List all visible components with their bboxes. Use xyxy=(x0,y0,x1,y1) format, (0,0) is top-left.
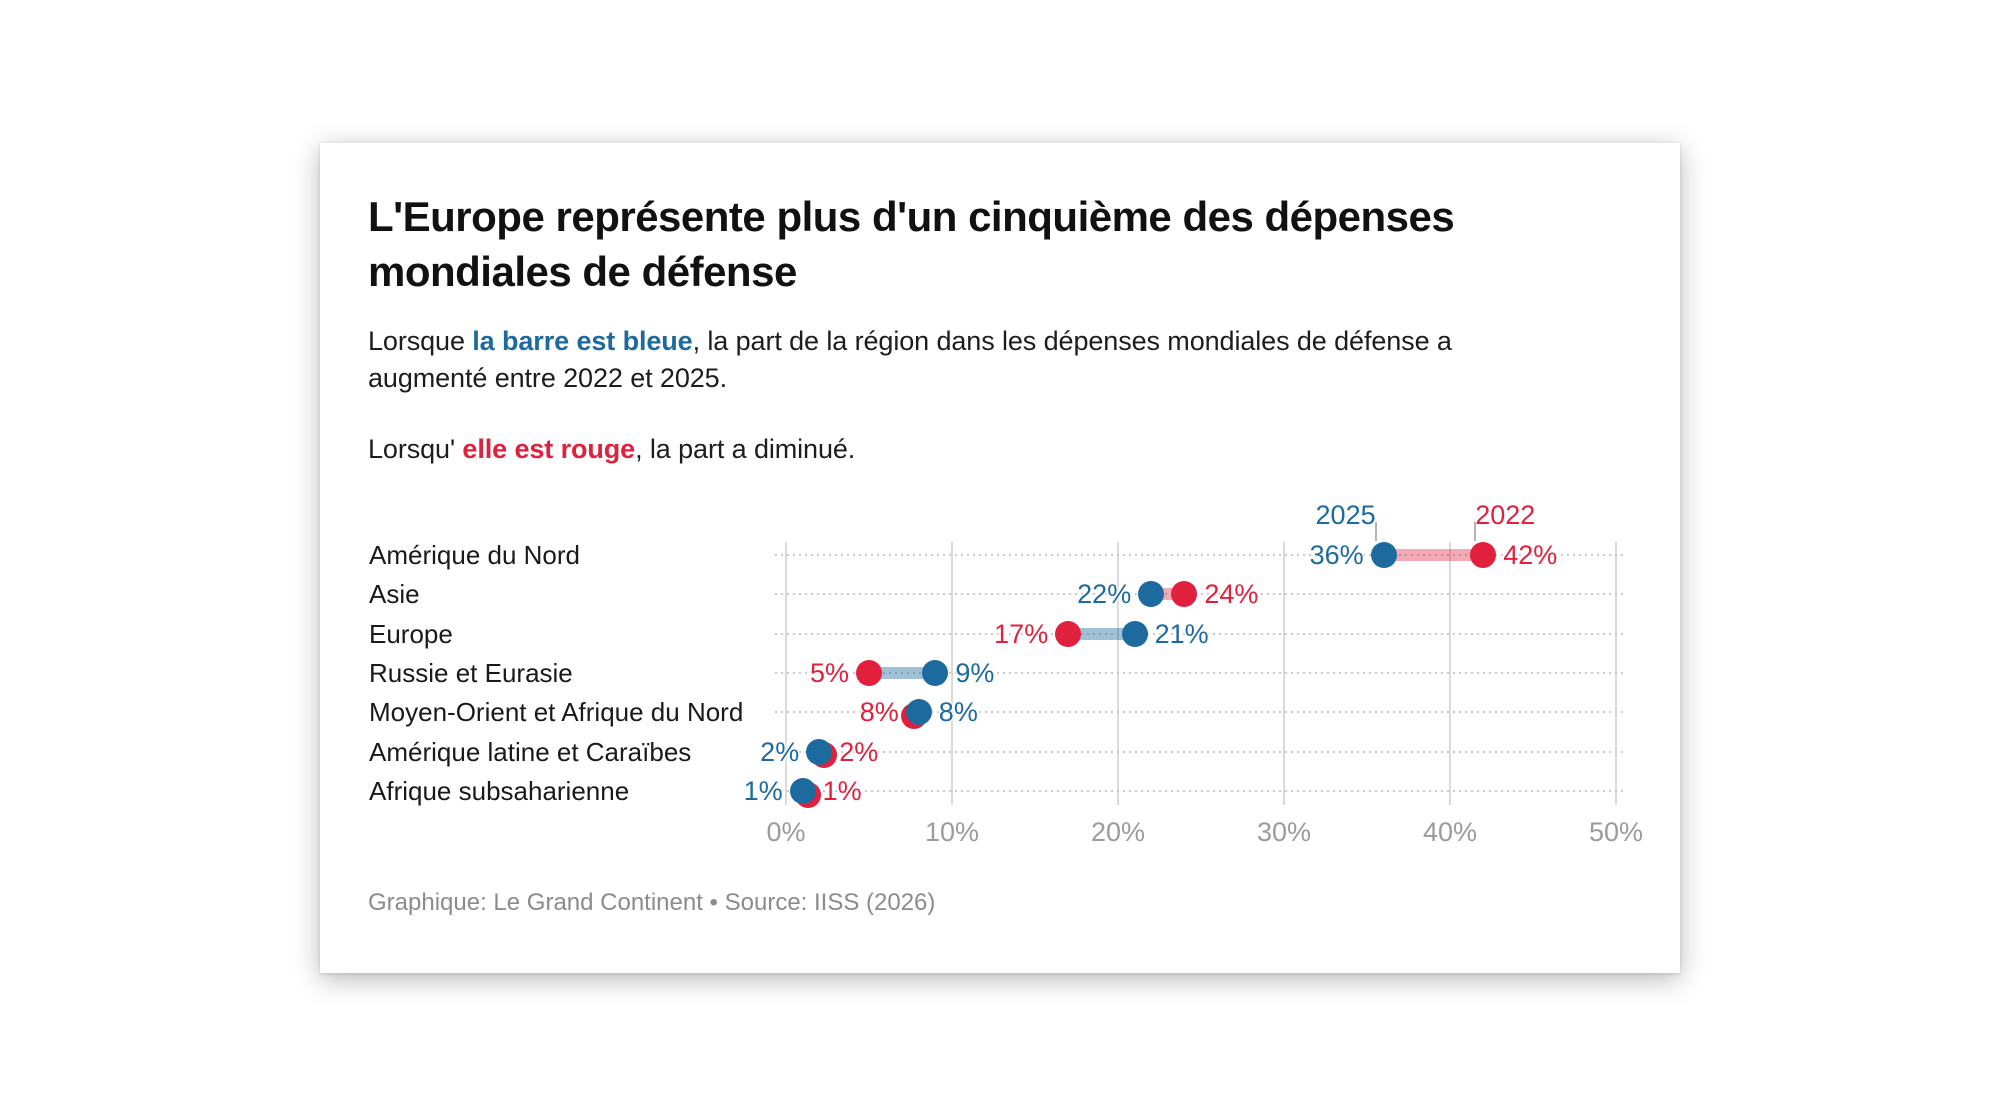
category-label: Asie xyxy=(369,579,420,610)
legend-tick-2025 xyxy=(1374,522,1377,541)
value-label-2025: 9% xyxy=(955,657,995,688)
legend-tick-2022 xyxy=(1474,522,1477,541)
value-label-2025: 22% xyxy=(1077,579,1132,610)
dot-2022 xyxy=(1470,542,1497,568)
dot-2025 xyxy=(1121,620,1148,647)
value-label-2022: 24% xyxy=(1204,579,1259,610)
row-dotted-line xyxy=(775,593,1625,596)
dot-2025 xyxy=(922,659,949,686)
legend-label-2025: 2025 xyxy=(1315,500,1376,530)
source-credit: Graphique: Le Grand Continent • Source: … xyxy=(368,889,936,916)
description-text: , la part a diminué. xyxy=(635,434,856,464)
category-label: Europe xyxy=(369,618,453,649)
category-label: Afrique subsaharienne xyxy=(369,775,630,806)
row-dotted-line xyxy=(775,554,1625,556)
dot-2025 xyxy=(1138,581,1165,608)
dot-2022 xyxy=(1055,620,1082,647)
chart-description-decrease: Lorsqu' elle est rouge, la part a diminu… xyxy=(368,431,855,468)
chart-title-line2: mondiales de défense xyxy=(368,248,797,295)
x-axis-tick-label: 10% xyxy=(924,817,980,847)
x-axis-tick-label: 20% xyxy=(1090,817,1146,847)
category-label: Russie et Eurasie xyxy=(369,657,573,688)
dot-2025 xyxy=(806,738,833,765)
row-dotted-line xyxy=(775,632,1625,635)
value-label-2022: 17% xyxy=(994,618,1049,649)
value-label-2022: 5% xyxy=(809,657,849,688)
x-axis-tick-label: 50% xyxy=(1588,817,1644,847)
dot-2025 xyxy=(905,699,932,726)
red-bar-highlight: elle est rouge xyxy=(462,434,636,464)
category-label: Moyen-Orient et Afrique du Nord xyxy=(369,697,744,728)
legend-label-2022: 2022 xyxy=(1475,500,1536,530)
value-label-2022: 2% xyxy=(839,736,879,767)
row-dotted-line xyxy=(775,671,1625,674)
value-label-2025: 21% xyxy=(1154,618,1209,649)
description-text: Lorsque xyxy=(368,326,473,356)
change-bar xyxy=(869,666,936,679)
change-bar xyxy=(1383,549,1484,561)
chart-card: L'Europe représente plus d'un cinquième … xyxy=(320,143,1680,973)
row-dotted-line xyxy=(775,711,1625,714)
value-label-2022: 1% xyxy=(822,775,862,806)
value-label-2025: 36% xyxy=(1309,540,1364,570)
value-label-2025: 8% xyxy=(938,697,978,728)
value-label-2025: 1% xyxy=(743,775,783,806)
value-label-2022: 42% xyxy=(1503,540,1558,570)
row-dotted-line xyxy=(775,750,1625,753)
category-label: Amérique du Nord xyxy=(369,540,580,570)
description-text: augmenté entre 2022 et 2025. xyxy=(368,363,727,393)
x-axis-tick-label: 30% xyxy=(1256,817,1312,847)
dot-2022 xyxy=(856,659,882,686)
blue-bar-highlight: la barre est bleue xyxy=(472,326,693,356)
row-dotted-line xyxy=(775,789,1625,792)
dot-2022 xyxy=(1171,581,1198,608)
chart-title: L'Europe représente plus d'un cinquième … xyxy=(368,189,1455,299)
dumbbell-chart: 0% 10% 20% 30% 40% 50% Amérique du Nord 36% 42% A… xyxy=(320,143,1680,973)
value-label-2022: 8% xyxy=(859,697,899,728)
description-text: , la part de la région dans les dépenses… xyxy=(692,326,1452,356)
value-label-2025: 2% xyxy=(760,736,800,767)
description-text: Lorsqu' xyxy=(368,434,463,464)
chart-description-increase: Lorsque la barre est bleue, la part de l… xyxy=(368,323,1452,397)
category-label: Amérique latine et Caraïbes xyxy=(369,736,692,767)
x-axis-tick-label: 0% xyxy=(766,817,806,847)
chart-title-line1: L'Europe représente plus d'un cinquième … xyxy=(368,193,1455,240)
dot-2025 xyxy=(789,777,816,804)
change-bar xyxy=(1068,627,1135,640)
x-axis-tick-label: 40% xyxy=(1422,817,1478,847)
dot-2025 xyxy=(1370,542,1397,568)
